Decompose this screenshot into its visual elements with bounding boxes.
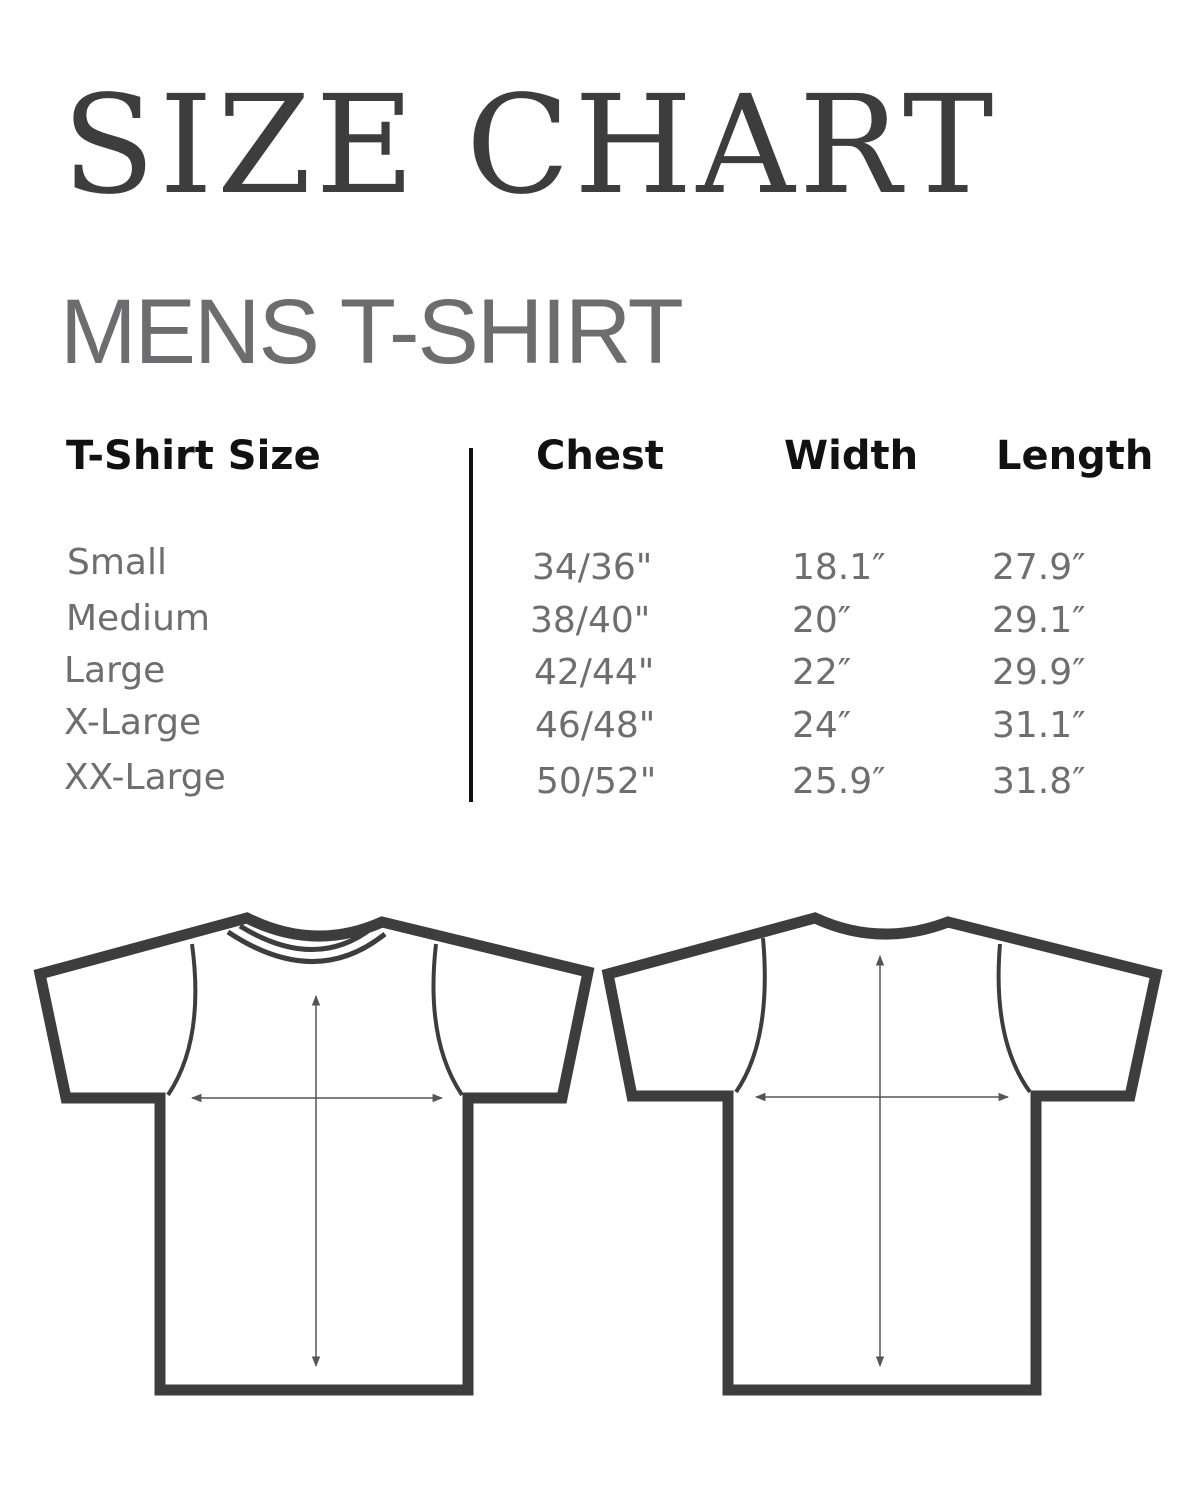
cell-chest: 46/48" — [535, 705, 656, 746]
cell-size: X-Large — [64, 702, 202, 743]
header-chest: Chest — [536, 433, 664, 479]
cell-length: 31.1″ — [992, 705, 1086, 746]
cell-width: 20″ — [792, 600, 852, 641]
cell-width: 24″ — [792, 705, 852, 746]
header-length: Length — [996, 433, 1154, 479]
cell-size: Medium — [66, 598, 210, 639]
cell-size: XX-Large — [64, 757, 226, 798]
page-title: SIZE CHART — [62, 67, 998, 225]
cell-length: 29.1″ — [992, 600, 1086, 641]
page-subtitle: MENS T-SHIRT — [60, 281, 684, 383]
cell-size: Small — [67, 542, 167, 583]
header-size: T-Shirt Size — [66, 433, 321, 479]
tshirt-front-icon — [33, 912, 595, 1396]
header-width: Width — [784, 433, 919, 479]
cell-chest: 34/36" — [532, 547, 653, 588]
cell-length: 29.9″ — [992, 652, 1086, 693]
column-divider — [469, 448, 473, 802]
cell-width: 22″ — [792, 652, 852, 693]
cell-chest: 38/40" — [530, 600, 651, 641]
tshirt-back-icon — [601, 912, 1163, 1396]
cell-length: 31.8″ — [992, 761, 1086, 802]
cell-chest: 50/52" — [536, 761, 657, 802]
cell-length: 27.9″ — [992, 547, 1086, 588]
cell-width: 25.9″ — [792, 761, 886, 802]
cell-chest: 42/44" — [534, 652, 655, 693]
cell-size: Large — [64, 650, 166, 691]
cell-width: 18.1″ — [792, 547, 886, 588]
